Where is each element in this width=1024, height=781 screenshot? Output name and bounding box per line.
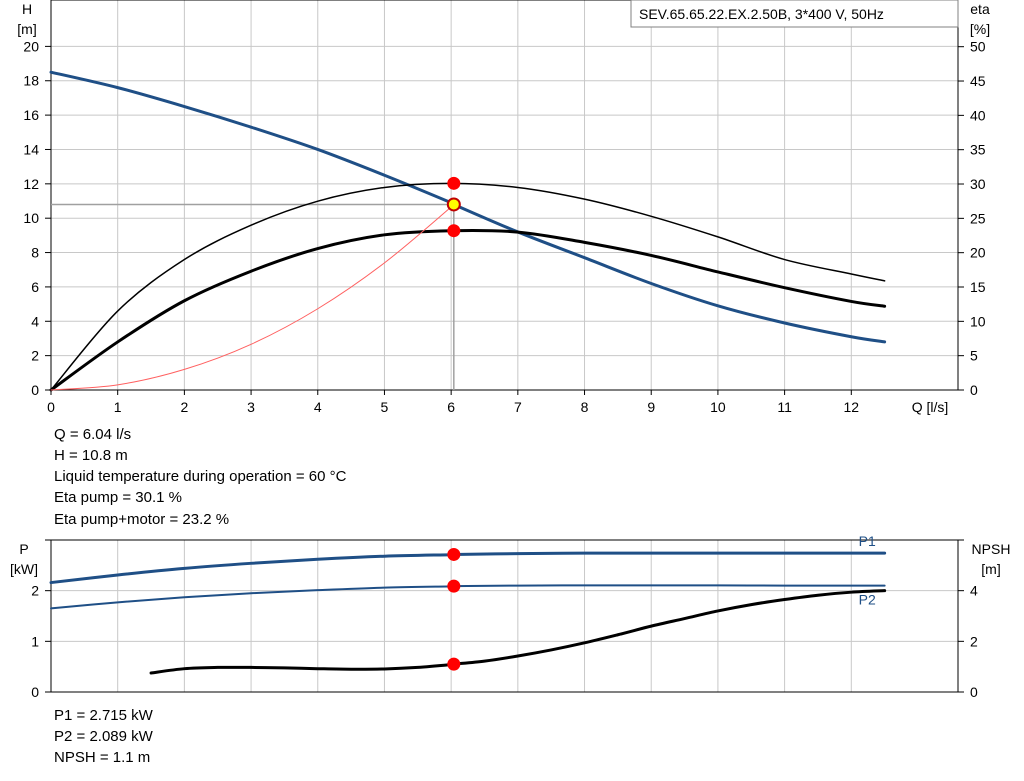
top-left-tick-label: 20 — [23, 38, 39, 54]
top-x-tick-label: 8 — [581, 399, 589, 415]
info-flow: Q = 6.04 l/s — [54, 426, 131, 443]
eta-pump-curve — [50, 182, 886, 391]
bottom-right-tick-label: 4 — [970, 583, 978, 599]
top-right-axis-ticks: 0 5 10 15 20 25 30 35 40 45 50 — [958, 39, 986, 398]
top-chart-markers — [446, 176, 461, 238]
top-x-tick-label: 4 — [314, 399, 322, 415]
bottom-left-axis-ticks: 0 1 2 — [31, 539, 51, 700]
top-left-tick-label: 12 — [23, 176, 39, 192]
top-x-tick-label: 3 — [247, 399, 255, 415]
top-chart-grid — [51, 0, 958, 390]
top-x-tick-label: 6 — [447, 399, 455, 415]
duty-point-marker — [447, 176, 461, 190]
npsh-curve — [149, 589, 887, 675]
top-x-tick-label: 2 — [180, 399, 188, 415]
top-x-tick-label: 0 — [47, 399, 55, 415]
top-right-tick-label: 35 — [970, 142, 986, 158]
info-eta-pump-motor: Eta pump+motor = 23.2 % — [54, 511, 229, 528]
top-left-tick-label: 6 — [31, 279, 39, 295]
bottom-right-tick-label: 2 — [970, 633, 978, 649]
info-npsh: NPSH = 1.1 m — [54, 749, 150, 766]
top-x-tick-label: 10 — [710, 399, 726, 415]
info-p2: P2 = 2.089 kW — [54, 728, 154, 745]
top-right-tick-label: 45 — [970, 73, 986, 89]
top-right-tick-label: 0 — [970, 382, 978, 398]
top-x-axis-title: Q [l/s] — [912, 399, 949, 415]
top-x-tick-label: 7 — [514, 399, 522, 415]
bottom-left-axis-title-unit: [kW] — [10, 561, 38, 577]
bottom-right-axis-title-unit: [m] — [981, 561, 1000, 577]
bottom-right-tick-label: 0 — [970, 684, 978, 700]
p1-curve-label: P1 — [859, 533, 876, 549]
bottom-left-tick-label: 1 — [31, 633, 39, 649]
top-x-tick-label: 12 — [844, 399, 860, 415]
top-right-axis-title-eta: eta — [970, 1, 990, 17]
top-left-axis-ticks: 0 2 4 6 8 10 12 14 16 18 20 — [23, 38, 51, 398]
top-x-tick-label: 5 — [381, 399, 389, 415]
top-left-tick-label: 0 — [31, 382, 39, 398]
top-right-tick-label: 5 — [970, 348, 978, 364]
top-x-axis-ticks: 0 1 2 3 4 5 6 7 8 9 10 11 12 — [47, 390, 859, 415]
bottom-left-tick-label: 0 — [31, 684, 39, 700]
top-left-tick-label: 4 — [31, 313, 39, 329]
top-chart-frame — [50, 0, 959, 391]
operating-point-marker — [446, 197, 461, 212]
top-right-tick-label: 15 — [970, 279, 986, 295]
duty-point-marker — [447, 579, 461, 593]
legend-box: SEV.65.65.22.EX.2.50B, 3*400 V, 50Hz — [630, 0, 959, 28]
operating-info: Q = 6.04 l/s H = 10.8 m Liquid temperatu… — [54, 426, 347, 528]
eta-pump-motor-curve — [49, 228, 887, 392]
info-head: H = 10.8 m — [54, 447, 128, 464]
top-left-tick-label: 2 — [31, 348, 39, 364]
top-right-tick-label: 20 — [970, 245, 986, 261]
info-liquid-temperature: Liquid temperature during operation = 60… — [54, 468, 347, 485]
bottom-right-axis-ticks: 0 2 4 — [958, 539, 978, 700]
info-p1: P1 = 2.715 kW — [54, 707, 154, 724]
top-left-axis-title-h: H — [22, 1, 32, 17]
top-x-tick-label: 11 — [777, 399, 792, 415]
top-x-tick-label: 1 — [114, 399, 122, 415]
top-right-axis-title-unit: [%] — [970, 21, 990, 37]
top-left-tick-label: 14 — [23, 141, 39, 157]
top-left-axis-title-unit: [m] — [17, 21, 36, 37]
duty-point-marker — [447, 547, 461, 561]
info-eta-pump: Eta pump = 30.1 % — [54, 489, 182, 506]
top-right-tick-label: 30 — [970, 176, 986, 192]
bottom-chart-markers — [447, 547, 461, 671]
top-left-tick-label: 16 — [23, 107, 39, 123]
top-right-tick-label: 10 — [970, 313, 986, 329]
top-right-tick-label: 25 — [970, 210, 986, 226]
p2-curve-label: P2 — [859, 592, 876, 608]
system-curve — [50, 201, 458, 391]
top-x-tick-label: 9 — [647, 399, 655, 415]
duty-point-marker — [447, 224, 461, 238]
legend-title: SEV.65.65.22.EX.2.50B, 3*400 V, 50Hz — [639, 6, 884, 22]
bottom-left-tick-label: 2 — [31, 583, 39, 599]
bottom-chart-frame — [50, 539, 959, 693]
power-info: P1 = 2.715 kW P2 = 2.089 kW NPSH = 1.1 m — [54, 707, 154, 766]
top-left-tick-label: 10 — [23, 210, 39, 226]
bottom-left-axis-title-p: P — [19, 541, 28, 557]
duty-point-marker — [447, 657, 461, 671]
top-right-tick-label: 50 — [970, 39, 986, 55]
bottom-right-axis-title-npsh: NPSH — [972, 541, 1011, 557]
top-left-tick-label: 18 — [23, 73, 39, 89]
top-right-tick-label: 40 — [970, 107, 986, 123]
top-left-tick-label: 8 — [31, 245, 39, 261]
